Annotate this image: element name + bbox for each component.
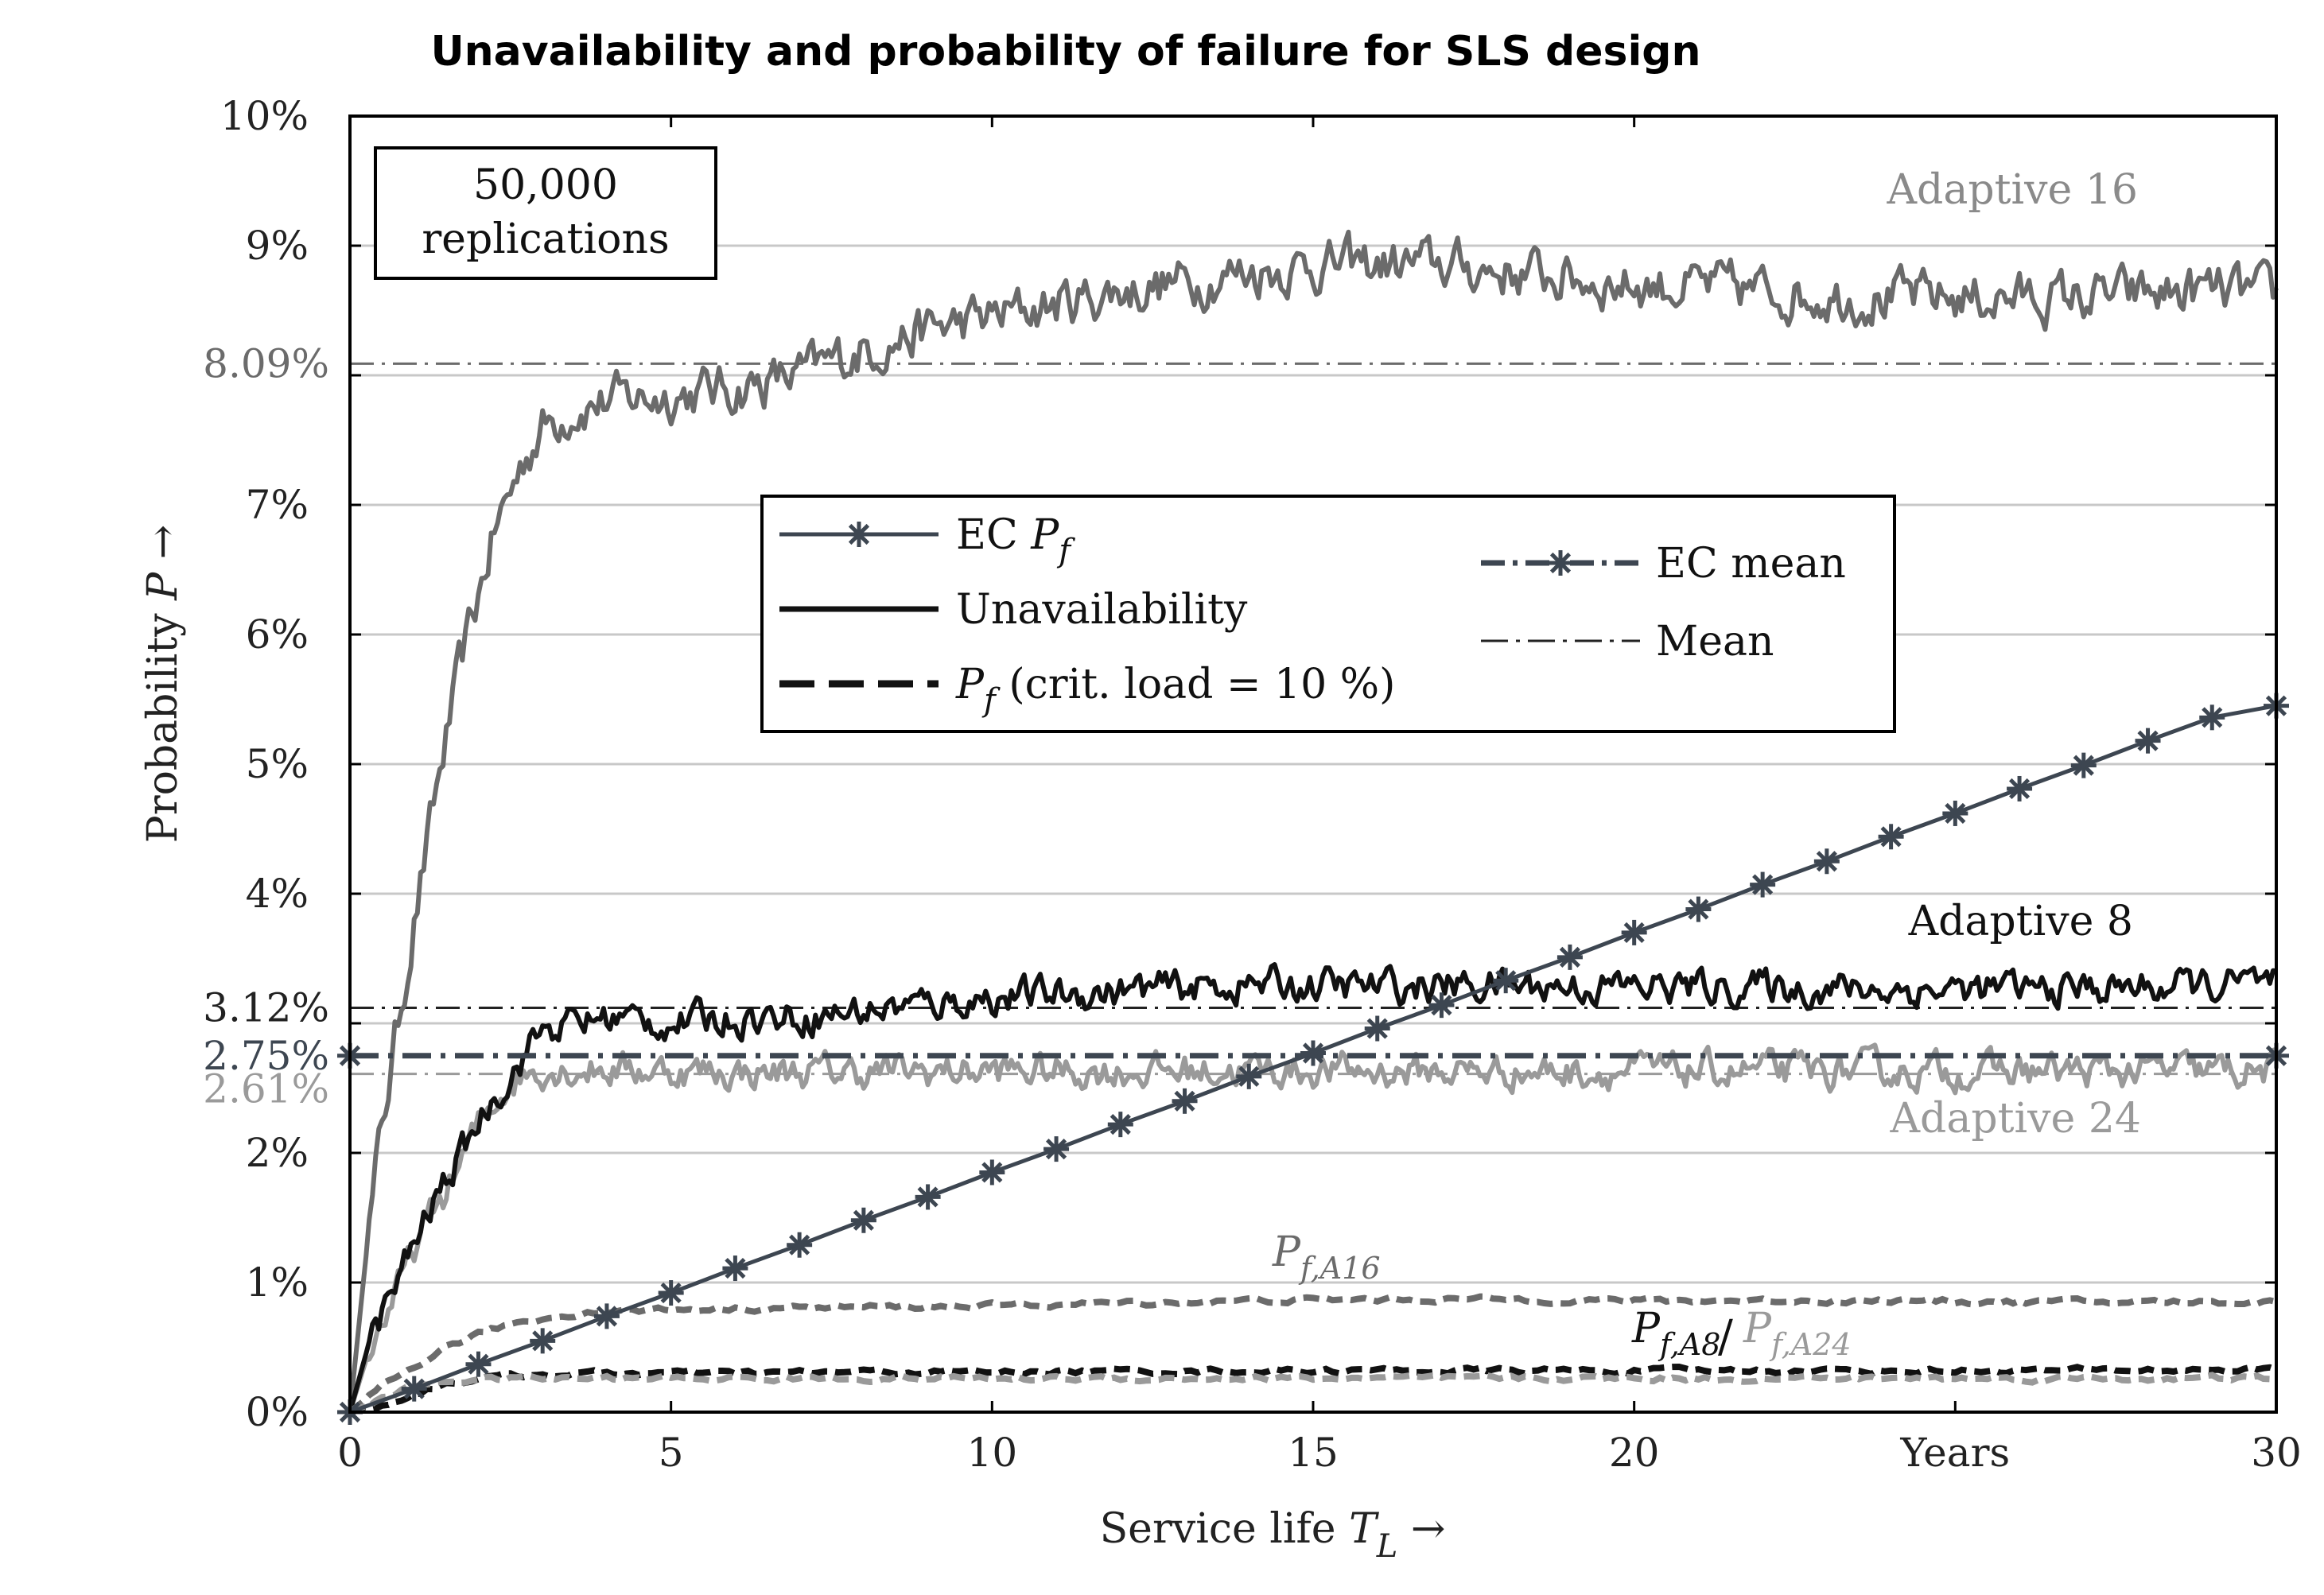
series-adaptive-8 — [348, 962, 2277, 1413]
label-pf-a16: Pf,A16 — [1272, 1228, 1381, 1286]
y-tick-label: 10% — [220, 93, 309, 139]
axes-layer — [348, 114, 2278, 1414]
ec-pf-marker — [1621, 919, 1647, 945]
label-separator: / — [1718, 1311, 1733, 1363]
legend-entry-ec-pf: EC Pf — [779, 511, 1075, 569]
label-adaptive-8: Adaptive 8 — [1908, 898, 2133, 945]
x-unit-label: Years — [1900, 1430, 2011, 1476]
ec-pf-marker — [915, 1184, 941, 1210]
series-pf-a16 — [348, 1293, 2277, 1415]
y-tick-label: 4% — [246, 871, 309, 917]
ec-pf-marker — [530, 1328, 556, 1354]
ec-pf-marker — [787, 1232, 813, 1258]
legend-entry-ec-mean: EC mean — [1481, 540, 1846, 588]
series-pf-a8 — [349, 1363, 2278, 1415]
ec-pf-marker — [1493, 968, 1519, 994]
ec-pf-marker — [1878, 824, 1904, 850]
replications-label: replications — [422, 215, 669, 263]
ec-pf-marker — [722, 1255, 748, 1282]
y-tick-label: 9% — [246, 223, 309, 269]
ec-pf-marker — [1685, 896, 1712, 922]
ec-pf-marker — [1236, 1063, 1262, 1089]
ec-pf-marker — [1107, 1112, 1133, 1138]
mean-value-label: 3.12% — [203, 984, 329, 1030]
x-axis-title: Service life TL → — [1100, 1505, 1446, 1565]
y-tick-label: 7% — [246, 482, 309, 528]
ec-pf-marker — [1556, 944, 1583, 970]
legend-marker-ec-pf — [846, 522, 872, 547]
label-pf-a24: Pf,A24 — [1743, 1305, 1852, 1362]
ec-pf-marker — [1428, 992, 1455, 1019]
ec-pf-marker — [2135, 728, 2161, 754]
legend-entry-mean: Mean — [1481, 618, 1774, 666]
ec-pf-marker — [1300, 1040, 1326, 1066]
ec-pf-marker — [1043, 1136, 1070, 1162]
chart-title: Unavailability and probability of failur… — [430, 28, 1700, 76]
ec-pf-marker — [658, 1280, 684, 1306]
ec-pf-marker — [850, 1207, 876, 1233]
plot-frame — [348, 114, 2278, 1414]
x-tick-label: 30 — [2251, 1430, 2302, 1476]
x-tick-label: 10 — [967, 1430, 1018, 1476]
legend-entry-pf-crit-load: Pf (crit. load = 10 %) — [779, 661, 1395, 719]
legend-entry-unavailability: Unavailability — [779, 586, 1248, 634]
x-tick-label: 5 — [659, 1430, 684, 1476]
ec-pf-marker — [1942, 800, 1968, 826]
ec-pf-marker — [2199, 704, 2225, 731]
replications-count: 50,000 — [473, 161, 618, 209]
legend-label: EC Pf — [956, 511, 1075, 569]
x-tick-label: 20 — [1609, 1430, 1660, 1476]
series-layer — [337, 229, 2289, 1425]
label-adaptive-24: Adaptive 24 — [1889, 1095, 2141, 1143]
y-tick-label: 5% — [246, 741, 309, 787]
ec-pf-marker — [2007, 775, 2033, 801]
ec-pf-marker — [979, 1159, 1005, 1186]
ec-pf-marker — [2070, 752, 2097, 778]
legend-label: Pf (crit. load = 10 %) — [955, 661, 1395, 719]
ec-pf-marker — [1750, 871, 1776, 898]
legend-frame — [760, 495, 1896, 733]
mean-value-label: 2.61% — [203, 1066, 329, 1112]
y-tick-label: 0% — [246, 1389, 309, 1435]
y-tick-label: 1% — [246, 1259, 309, 1306]
replications-box: 50,000 replications — [374, 146, 717, 280]
legend: EC Pf Unavailability Pf (crit. load = 10 %… — [760, 495, 1896, 733]
ec-mean-value-label: 2.75% — [203, 1033, 329, 1079]
ec-pf-marker — [1172, 1088, 1198, 1114]
label-adaptive-16: Adaptive 16 — [1886, 166, 2138, 214]
y-axis-title: Probability P → — [139, 525, 187, 844]
legend-label: Mean — [1656, 618, 1774, 666]
x-tick-label: 15 — [1288, 1430, 1339, 1476]
ec-pf-marker — [593, 1303, 620, 1329]
ec-pf-marker — [465, 1351, 492, 1377]
x-tick-label: 0 — [337, 1430, 363, 1476]
series-adaptive-16 — [348, 229, 2279, 1413]
legend-marker-ec-mean — [1548, 550, 1573, 576]
legend-label: EC mean — [1656, 540, 1846, 588]
labels-layer: 0% 1% 2% 4% 5% 6% 7% 9% 10% 0 5 10 15 20 30 Years 8.09% 3… — [139, 93, 2302, 1565]
series-pf-a24 — [348, 1372, 2277, 1415]
label-pf-a8: Pf,A8 — [1631, 1305, 1720, 1362]
y-tick-label: 2% — [246, 1130, 309, 1176]
series-adaptive-24 — [348, 1042, 2277, 1413]
y-tick-label: 6% — [246, 611, 309, 658]
ec-pf-marker — [1364, 1015, 1390, 1042]
legend-label: Unavailability — [956, 586, 1248, 634]
ec-pf-marker — [1813, 848, 1840, 875]
mean-value-label: 8.09% — [203, 340, 329, 386]
ec-pf-marker — [401, 1376, 427, 1402]
